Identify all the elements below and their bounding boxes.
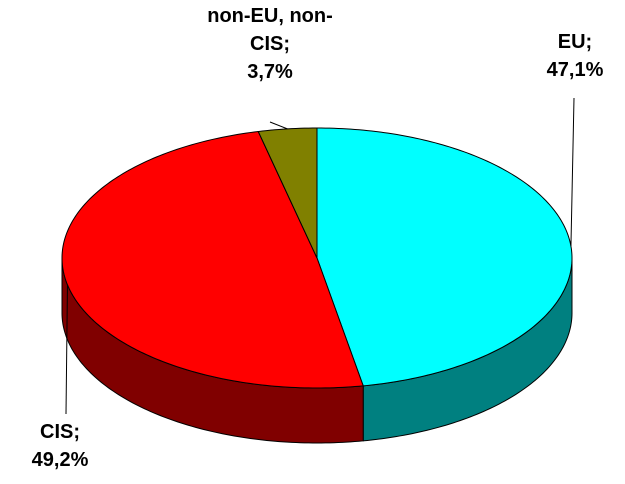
value-label: 49,2% xyxy=(31,449,89,471)
leader-line xyxy=(570,97,575,247)
slice-label: non-EU, non-CIS; 3,7% xyxy=(200,2,340,86)
category-label: non-EU, non-CIS; xyxy=(207,5,333,55)
leader-line xyxy=(269,121,288,130)
value-label: 3,7% xyxy=(247,61,293,83)
slice-label: CIS; 49,2% xyxy=(0,418,130,474)
leader-line xyxy=(65,284,68,415)
pie-slice xyxy=(257,127,318,259)
category-label: CIS; xyxy=(40,421,80,443)
slice-label: EU; 47,1% xyxy=(505,28,625,84)
value-label: 47,1% xyxy=(546,59,604,81)
category-label: EU; xyxy=(557,31,593,53)
